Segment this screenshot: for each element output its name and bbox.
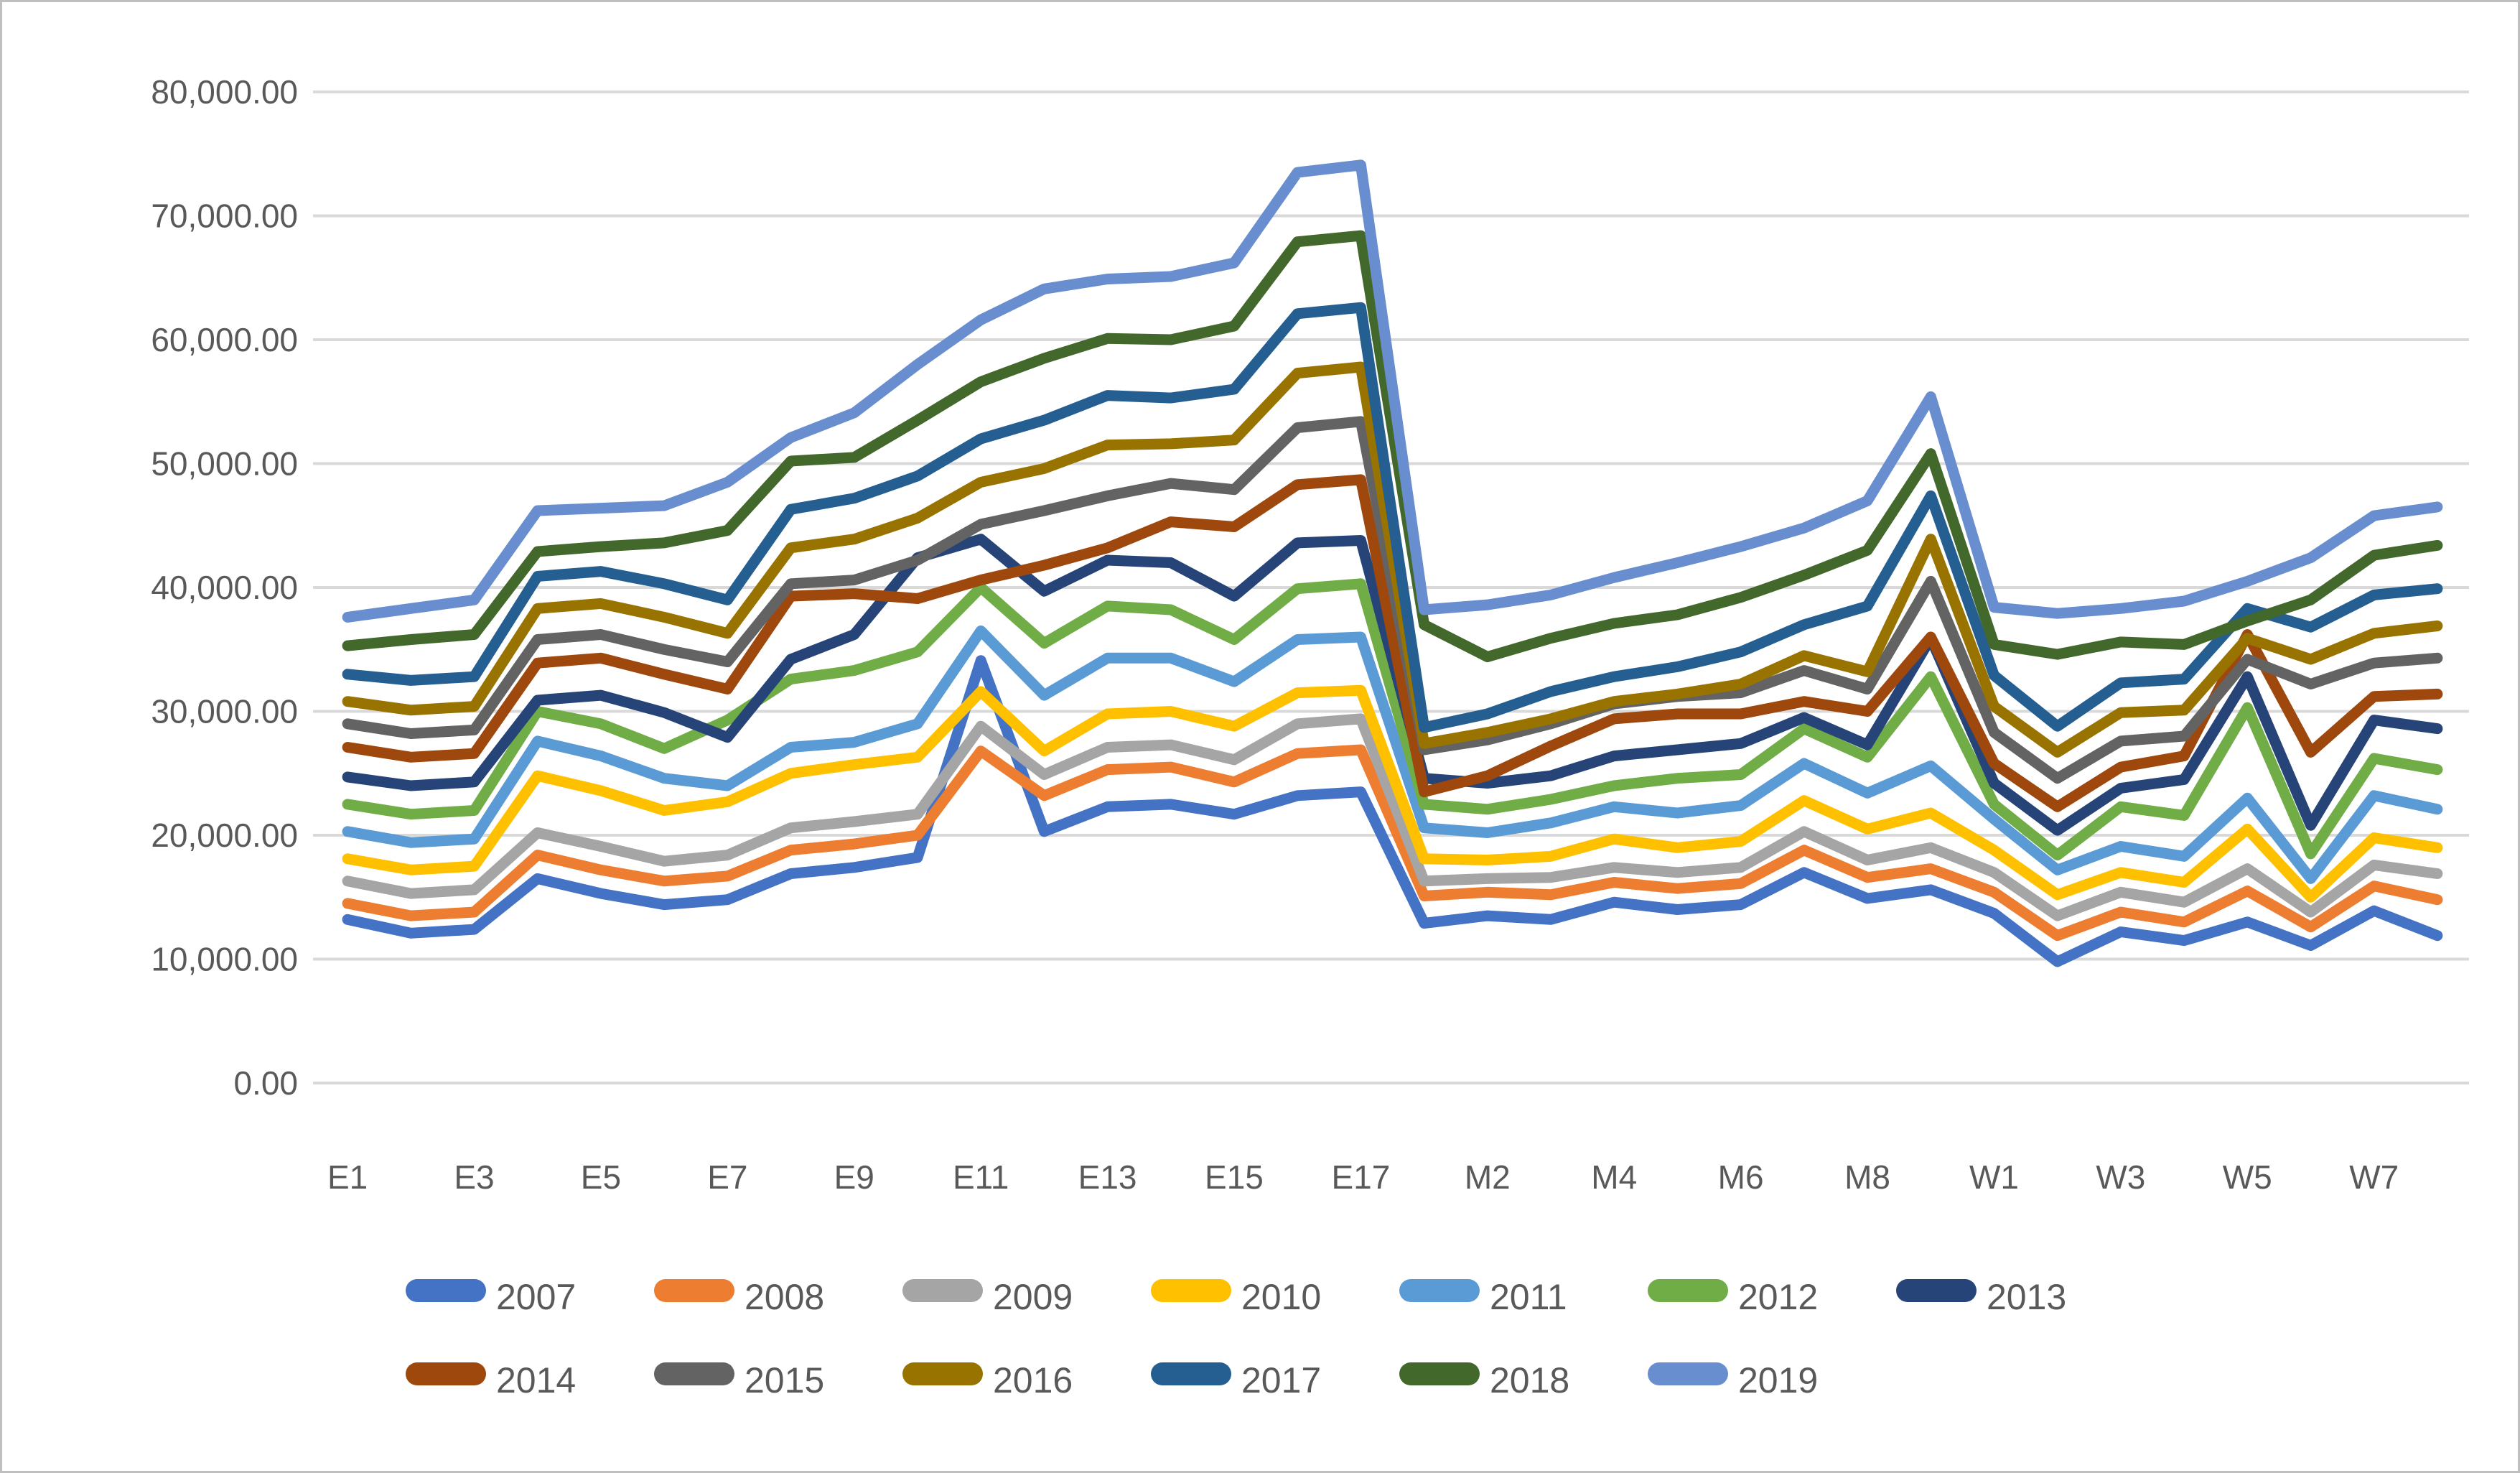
y-tick-label: 50,000.00 — [151, 445, 298, 483]
x-tick-label: E11 — [953, 1158, 1009, 1196]
series-line-2014 — [342, 474, 2443, 812]
legend-label-2017: 2017 — [1241, 1360, 1321, 1400]
series-line-2008 — [342, 744, 2443, 942]
series-line-2007 — [342, 655, 2443, 967]
x-tick-label: E5 — [581, 1158, 621, 1196]
legend-label-2012: 2012 — [1738, 1277, 1818, 1317]
x-tick-label: E7 — [707, 1158, 747, 1196]
legend-swatch-2009 — [902, 1279, 983, 1302]
x-tick-label: W1 — [1969, 1158, 2019, 1196]
legend-swatch-2010 — [1151, 1279, 1231, 1302]
x-tick-label: E9 — [834, 1158, 874, 1196]
legend-swatch-2017 — [1151, 1362, 1231, 1385]
y-tick-label: 30,000.00 — [151, 693, 298, 730]
series-line-2009 — [342, 713, 2443, 921]
legend-label-2008: 2008 — [745, 1277, 824, 1317]
series-line-2012 — [342, 578, 2443, 861]
legend-swatch-2015 — [654, 1362, 734, 1385]
y-tick-label: 80,000.00 — [151, 73, 298, 111]
legend-swatch-2014 — [406, 1362, 486, 1385]
y-tick-label: 20,000.00 — [151, 817, 298, 854]
x-tick-label: W5 — [2223, 1158, 2272, 1196]
x-tick-label: M8 — [1844, 1158, 1890, 1196]
y-tick-label: 70,000.00 — [151, 198, 298, 235]
legend-label-2015: 2015 — [745, 1360, 824, 1400]
legend-swatch-2016 — [902, 1362, 983, 1385]
legend-swatch-2008 — [654, 1279, 734, 1302]
legend-swatch-2007 — [406, 1279, 486, 1302]
y-tick-label: 0.00 — [233, 1064, 298, 1102]
legend-label-2009: 2009 — [993, 1277, 1073, 1317]
series-line-2016 — [342, 361, 2443, 758]
legend-swatch-2013 — [1896, 1279, 1977, 1302]
y-tick-label: 40,000.00 — [151, 569, 298, 606]
x-tick-label: W3 — [2096, 1158, 2145, 1196]
x-tick-label: E3 — [454, 1158, 494, 1196]
x-tick-label: E17 — [1331, 1158, 1390, 1196]
legend-label-2010: 2010 — [1241, 1277, 1321, 1317]
legend-label-2018: 2018 — [1490, 1360, 1569, 1400]
x-tick-label: M2 — [1465, 1158, 1511, 1196]
y-tick-label: 60,000.00 — [151, 321, 298, 358]
legend-swatch-2018 — [1399, 1362, 1480, 1385]
legend-label-2016: 2016 — [993, 1360, 1073, 1400]
legend-swatch-2019 — [1648, 1362, 1728, 1385]
legend-swatch-2011 — [1399, 1279, 1480, 1302]
y-tick-label: 10,000.00 — [151, 941, 298, 978]
legend-label-2014: 2014 — [496, 1360, 576, 1400]
x-tick-label: M4 — [1591, 1158, 1637, 1196]
series-line-2017 — [342, 302, 2443, 733]
legend-swatch-2012 — [1648, 1279, 1728, 1302]
series-line-2018 — [342, 230, 2443, 663]
legend-label-2019: 2019 — [1738, 1360, 1818, 1400]
x-tick-label: W7 — [2349, 1158, 2399, 1196]
legend-label-2007: 2007 — [496, 1277, 576, 1317]
x-tick-label: E1 — [327, 1158, 368, 1196]
x-tick-label: E13 — [1078, 1158, 1137, 1196]
x-tick-label: E15 — [1205, 1158, 1264, 1196]
legend-label-2013: 2013 — [1987, 1277, 2066, 1317]
series-line-2011 — [342, 625, 2443, 884]
series-line-2010 — [342, 684, 2443, 903]
series-line-2019 — [342, 159, 2443, 623]
legend-label-2011: 2011 — [1490, 1277, 1567, 1317]
x-tick-label: M6 — [1718, 1158, 1764, 1196]
